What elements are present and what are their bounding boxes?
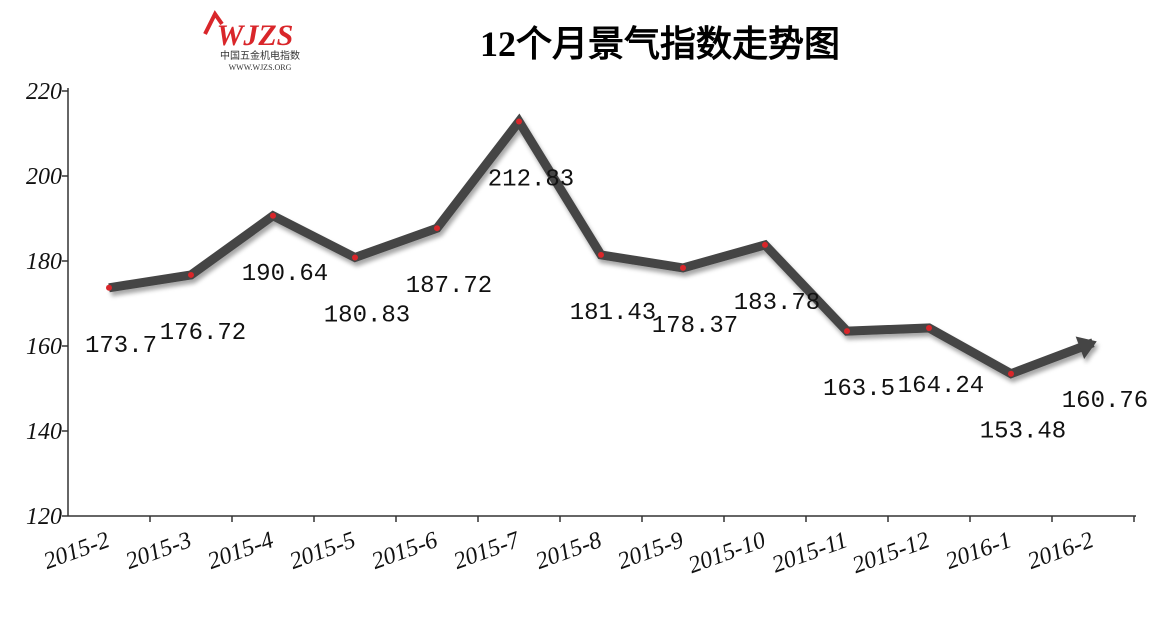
logo-url: WWW.WJZS.ORG (229, 63, 292, 72)
x-tick-label: 2015-6 (368, 527, 441, 575)
value-label: 160.76 (1062, 388, 1148, 415)
value-label: 190.64 (242, 261, 328, 288)
value-label: 180.83 (324, 302, 410, 329)
y-tick-label: 160 (26, 334, 62, 360)
x-tick-label: 2015-2 (40, 527, 113, 575)
arrow-head (1075, 336, 1097, 359)
point (434, 225, 440, 232)
x-tick-label: 2015-9 (614, 527, 687, 575)
y-tick-label: 120 (26, 504, 62, 530)
value-label: 173.7 (85, 333, 157, 360)
point (680, 264, 686, 271)
x-tick-label: 2015-5 (286, 527, 359, 575)
x-tick-label: 2015-12 (849, 527, 933, 579)
point (926, 324, 932, 331)
value-label: 153.48 (980, 419, 1066, 446)
x-tick-label: 2015-8 (532, 527, 605, 575)
x-tick-label: 2015-11 (769, 527, 851, 578)
point (844, 328, 850, 335)
logo-arrow (203, 10, 224, 35)
value-label: 176.72 (160, 320, 246, 347)
point (352, 254, 358, 261)
logo-name: 中国五金机电指数 (220, 49, 300, 62)
point (188, 271, 194, 278)
value-label: 178.37 (652, 313, 738, 340)
point (1008, 370, 1014, 377)
point (762, 241, 768, 248)
y-tick-label: 220 (26, 79, 62, 105)
x-tick-label: 2015-10 (685, 527, 769, 579)
value-label: 187.72 (406, 273, 492, 300)
y-tick-label: 140 (26, 419, 62, 445)
value-label: 181.43 (570, 300, 656, 327)
value-label: 163.5 (823, 376, 895, 403)
x-tick-label: 2016-1 (942, 527, 1015, 575)
point (516, 118, 522, 125)
point (270, 212, 276, 219)
point (598, 251, 604, 258)
value-label: 212.83 (488, 166, 574, 193)
y-tick-label: 200 (26, 164, 62, 190)
logo: WJZS 中国五金机电指数 WWW.WJZS.ORG (203, 10, 300, 72)
x-tick-label: 2016-2 (1024, 527, 1097, 575)
chart-title: 12个月景气指数走势图 (480, 24, 840, 64)
y-tick-label: 180 (26, 249, 62, 275)
value-label: 183.78 (734, 290, 820, 317)
x-tick-label: 2015-3 (122, 527, 195, 575)
logo-mark: WJZS (217, 19, 294, 52)
line (108, 113, 1095, 379)
x-tick-label: 2015-7 (450, 527, 524, 575)
series (108, 113, 1097, 379)
point (106, 284, 112, 291)
x-tick-label: 2015-4 (204, 527, 277, 575)
value-label: 164.24 (898, 373, 984, 400)
